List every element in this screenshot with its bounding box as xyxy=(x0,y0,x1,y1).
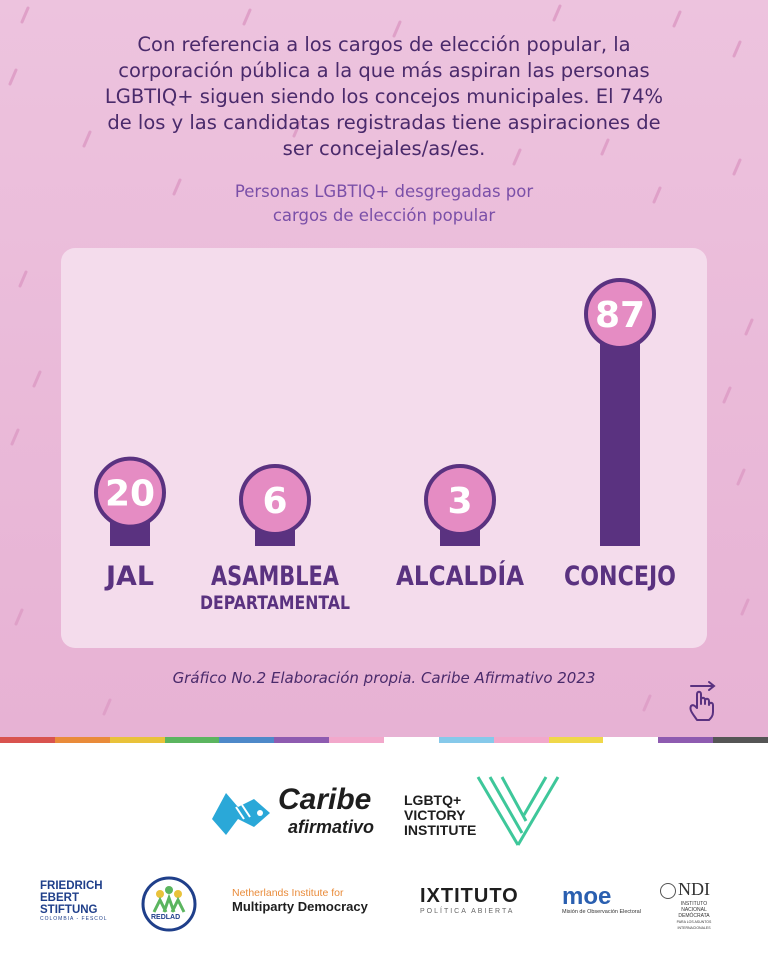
fes-subtitle: COLOMBIA - FESCOL xyxy=(40,916,108,922)
victory-v-icon xyxy=(476,776,560,846)
victory-line-1: LGBTQ+ xyxy=(404,792,462,808)
chart-title-line-1: Personas LGBTIQ+ desgregadas por xyxy=(234,182,534,201)
moe-subtitle: Misión de Observación Electoral xyxy=(562,909,641,915)
bar xyxy=(600,314,640,546)
ixtituto-name: IXTITUTO xyxy=(420,885,519,907)
ndi-name: NDI xyxy=(678,879,710,899)
category-label: DEPARTAMENTAL xyxy=(200,592,350,614)
category-label: CONCEJO xyxy=(564,561,676,592)
redlad-logo[interactable]: REDLAD xyxy=(138,876,200,932)
chart-title: Personas LGBTIQ+ desgregadas por cargos … xyxy=(160,180,608,228)
nimd-line-2: Multiparty Democracy xyxy=(232,899,368,914)
ndi-sub-4: PARA LOS ASUNTOS INTERNACIONALES xyxy=(676,920,712,930)
rainbow-stripe xyxy=(0,737,768,743)
afirmativo-name: afirmativo xyxy=(288,817,375,837)
fes-line-3: STIFTUNG xyxy=(40,904,98,916)
value-bubble xyxy=(424,464,496,536)
chart-caption: Gráfico No.2 Elaboración propia. Caribe … xyxy=(172,669,596,687)
value-label: 20 xyxy=(105,474,155,515)
category-label: JAL xyxy=(104,561,154,592)
ixtituto-subtitle: POLÍTICA ABIERTA xyxy=(420,908,515,915)
victory-line-2: VICTORY xyxy=(404,807,466,823)
ndi-sub-3: DEMÓCRATA xyxy=(678,913,710,919)
redlad-text: REDLAD xyxy=(151,914,181,921)
value-label: 3 xyxy=(447,481,472,522)
value-label: 6 xyxy=(262,481,287,522)
redlad-emblem xyxy=(141,876,197,932)
value-bubble xyxy=(239,464,311,536)
fes-text: FRIEDRICH EBERT STIFTUNG xyxy=(40,880,112,916)
ndi-logo[interactable]: NDI INSTITUTO NACIONAL DEMÓCRATA PARA LO… xyxy=(658,879,726,930)
ndi-sub-2: NACIONAL xyxy=(681,907,707,913)
nimd-line-1: Netherlands Institute for xyxy=(232,887,344,899)
intro-paragraph: Con referencia a los cargos de elección … xyxy=(104,33,664,160)
nimd-logo[interactable]: Netherlands Institute for Multiparty Dem… xyxy=(232,887,392,921)
ixtituto-logo[interactable]: IXTITUTO POLÍTICA ABIERTA xyxy=(420,885,538,919)
globe-icon xyxy=(660,883,676,899)
ndi-sub-1: INSTITUTO xyxy=(680,901,708,907)
fes-line-2: EBERT xyxy=(40,892,79,904)
caribe-afirmativo-logo[interactable]: Caribe afirmativo xyxy=(208,783,378,843)
victory-institute-text: LGBTQ+ VICTORY INSTITUTE xyxy=(404,793,476,838)
lgbtq-victory-institute-logo[interactable]: LGBTQ+ VICTORY INSTITUTE xyxy=(404,775,560,847)
category-label: ALCALDÍA xyxy=(396,560,524,592)
moe-logo[interactable]: moe Misión de Observación Electoral xyxy=(562,885,644,921)
fes-logo[interactable]: FRIEDRICH EBERT STIFTUNG COLOMBIA - FESC… xyxy=(40,880,112,930)
value-bubble xyxy=(584,278,656,350)
moe-name: moe xyxy=(562,883,612,910)
value-bubble xyxy=(94,456,166,529)
category-label: ASAMBLEA xyxy=(211,561,339,592)
sponsor-logos: Caribe afirmativo LGBTQ+ VICTORY INSTITU… xyxy=(0,743,768,960)
swipe-hand-icon[interactable] xyxy=(683,678,723,724)
confetti-decoration xyxy=(8,4,754,716)
value-label: 87 xyxy=(595,295,645,336)
ndi-subtitle: INSTITUTO NACIONAL DEMÓCRATA PARA LOS AS… xyxy=(664,901,724,931)
victory-line-3: INSTITUTE xyxy=(404,822,477,838)
chart-title-line-2: cargos de elección popular xyxy=(272,206,496,225)
fes-line-1: FRIEDRICH xyxy=(40,880,103,892)
caribe-name: Caribe xyxy=(278,783,372,816)
fish-icon xyxy=(212,793,270,835)
